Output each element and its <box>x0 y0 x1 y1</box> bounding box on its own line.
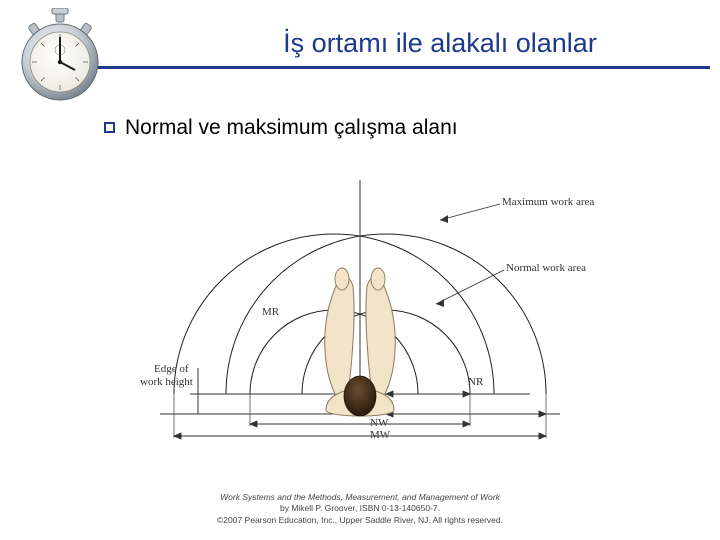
label-mr: MR <box>262 306 279 318</box>
title-underline <box>98 66 710 69</box>
label-mw: MW <box>370 429 390 441</box>
stopwatch-icon <box>18 8 102 104</box>
label-nw: NW <box>370 417 388 429</box>
label-maximum-work-area: Maximum work area <box>502 196 594 208</box>
footer-line2: by Mikell P. Groover, ISBN 0-13-140650-7… <box>0 503 720 514</box>
bullet-square-icon <box>104 122 115 133</box>
footer-citation: Work Systems and the Methods, Measuremen… <box>0 492 720 526</box>
bullet-item: Normal ve maksimum çalışma alanı <box>104 116 458 140</box>
bullet-text: Normal ve maksimum çalışma alanı <box>125 116 458 140</box>
footer-line3: ©2007 Pearson Education, Inc., Upper Sad… <box>0 515 720 526</box>
label-normal-work-area: Normal work area <box>506 262 586 274</box>
label-edge-of-bot: work height <box>140 376 193 388</box>
footer-line1: Work Systems and the Methods, Measuremen… <box>0 492 720 503</box>
work-area-diagram: Maximum work area Normal work area Edge … <box>140 168 580 448</box>
label-edge-of-top: Edge of <box>154 363 189 375</box>
slide-title: İş ortamı ile alakalı olanlar <box>170 28 710 59</box>
label-nr: NR <box>468 376 483 388</box>
